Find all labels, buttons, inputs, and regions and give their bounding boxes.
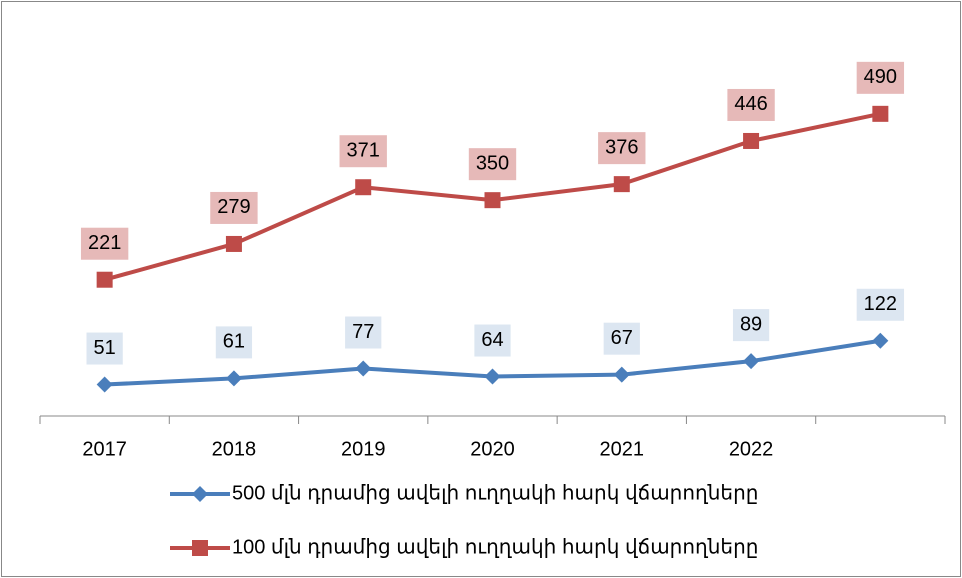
x-tick-label: 2019 xyxy=(341,438,386,460)
data-label: 61 xyxy=(223,331,245,353)
marker xyxy=(96,376,113,393)
marker xyxy=(743,132,760,149)
legend-label: 500 մլն դրամից ավելի ուղղակի հարկ վճարող… xyxy=(232,482,758,504)
x-tick-label: 2020 xyxy=(470,438,515,460)
legend-label: 100 մլն դրամից ավելի ուղղակի հարկ վճարող… xyxy=(232,536,758,558)
data-label-box xyxy=(727,88,775,121)
data-label-box xyxy=(86,332,123,365)
data-label-box xyxy=(339,135,387,168)
data-label: 122 xyxy=(864,293,897,315)
x-tick-label: 2017 xyxy=(82,438,127,460)
marker xyxy=(872,105,889,122)
marker xyxy=(872,332,889,349)
marker xyxy=(355,360,372,377)
marker xyxy=(484,368,501,385)
data-label-box xyxy=(598,132,646,165)
data-label-box xyxy=(468,148,517,181)
data-label-box xyxy=(215,326,253,359)
data-label-box xyxy=(345,316,382,349)
x-tick-label: 2021 xyxy=(600,438,645,460)
x-tick-label: 2022 xyxy=(729,438,774,460)
data-label: 64 xyxy=(481,329,503,351)
x-tick-label: 2018 xyxy=(212,438,257,460)
marker xyxy=(192,486,208,502)
marker xyxy=(355,179,372,196)
data-label-box xyxy=(210,191,258,224)
data-label: 279 xyxy=(217,196,250,218)
marker xyxy=(613,176,630,193)
marker xyxy=(484,192,501,209)
data-label: 490 xyxy=(864,66,897,88)
marker xyxy=(225,235,242,252)
marker xyxy=(613,366,630,383)
marker xyxy=(225,370,242,387)
marker xyxy=(192,540,208,556)
marker xyxy=(96,271,113,288)
data-label-box xyxy=(856,288,905,321)
data-label-box xyxy=(80,227,129,260)
data-label: 350 xyxy=(476,152,509,174)
data-label: 446 xyxy=(734,93,767,115)
data-label: 77 xyxy=(352,321,374,343)
data-label: 51 xyxy=(94,337,116,359)
data-label-box xyxy=(856,61,905,94)
data-label: 371 xyxy=(347,139,380,161)
data-label-box xyxy=(732,309,770,342)
data-label: 376 xyxy=(605,136,638,158)
marker xyxy=(743,353,760,370)
data-label: 67 xyxy=(611,327,633,349)
data-label-box xyxy=(603,322,640,355)
data-label: 221 xyxy=(88,232,121,254)
data-label-box xyxy=(474,324,511,357)
data-label: 89 xyxy=(740,313,762,335)
